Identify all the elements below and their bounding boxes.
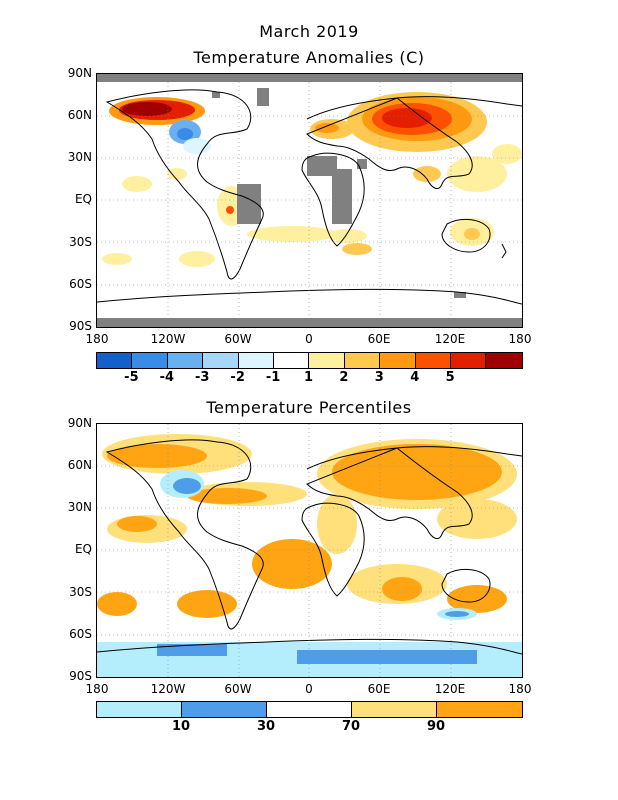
colorbar-swatch (437, 702, 522, 717)
y-tick-label: EQ (74, 192, 92, 206)
anomaly-map (96, 73, 523, 328)
coastlines (97, 89, 522, 305)
missing-data (212, 88, 466, 298)
x-tick-label: 180 (85, 332, 109, 346)
colorbar-swatch (238, 353, 275, 368)
y-tick-label: 30S (69, 235, 92, 249)
x-tick-label: 120E (434, 682, 466, 696)
percentile-map (96, 423, 523, 678)
y-tick-label: 60S (69, 277, 92, 291)
x-tick-label: 180 (508, 332, 532, 346)
colorbar-label: 2 (339, 370, 349, 385)
y-tick-label: 30N (67, 500, 92, 514)
y-tick-label: 60N (67, 458, 92, 472)
colorbar-swatch (203, 353, 239, 368)
x-tick-label: 120W (150, 332, 186, 346)
colorbar-swatch (132, 353, 168, 368)
colorbar-label: -3 (195, 370, 210, 385)
x-tick-label: 120W (150, 682, 186, 696)
colorbar-swatch (309, 353, 345, 368)
y-tick-label: 30N (67, 150, 92, 164)
anomaly-map-title: Temperature Anomalies (C) (193, 48, 425, 67)
colorbar-label: -5 (124, 370, 139, 385)
colorbar-swatch (182, 702, 267, 717)
colorbar-label: 1 (303, 370, 314, 385)
anomaly-colorbar (96, 352, 523, 369)
x-tick-label: 60W (224, 682, 252, 696)
page-title: March 2019 (259, 22, 359, 41)
colorbar-label: 4 (410, 370, 420, 385)
x-tick-label: 60E (367, 332, 391, 346)
x-tick-label: 0 (305, 332, 313, 346)
y-tick-label: EQ (74, 542, 92, 556)
colorbar-label: 10 (171, 719, 191, 734)
y-tick-label: 30S (69, 585, 92, 599)
colorbar-swatch (415, 353, 452, 368)
colorbar-label: -2 (230, 370, 245, 385)
anomaly-fields (102, 92, 522, 267)
y-tick-label: 60S (69, 627, 92, 641)
colorbar-swatch (267, 702, 352, 717)
colorbar-swatch (451, 353, 487, 368)
colorbar-label: 30 (256, 719, 276, 734)
y-tick-label: 90S (69, 669, 92, 683)
x-tick-label: 60E (367, 682, 391, 696)
colorbar-label: 70 (341, 719, 361, 734)
colorbar-swatch (344, 353, 381, 368)
colorbar-swatch (352, 702, 437, 717)
x-tick-label: 60W (224, 332, 252, 346)
y-tick-label: 90S (69, 319, 92, 333)
y-tick-label: 60N (67, 108, 92, 122)
colorbar-swatch (167, 353, 204, 368)
percentile-colorbar (96, 701, 523, 718)
x-tick-label: 120E (434, 332, 466, 346)
y-tick-label: 90N (67, 66, 92, 80)
percentile-fields (97, 424, 522, 677)
x-tick-label: 180 (508, 682, 532, 696)
colorbar-label: 3 (374, 370, 384, 385)
coastlines (97, 439, 522, 655)
x-tick-label: 0 (305, 682, 313, 696)
colorbar-label: 5 (445, 370, 455, 385)
x-tick-label: 180 (85, 682, 109, 696)
colorbar-swatch (97, 353, 133, 368)
colorbar-label: -1 (265, 370, 281, 385)
colorbar-swatch (97, 702, 182, 717)
colorbar-swatch (274, 353, 310, 368)
percentile-map-title: Temperature Percentiles (206, 398, 412, 417)
colorbar-swatch (486, 353, 522, 368)
y-tick-label: 90N (67, 416, 92, 430)
colorbar-label: -4 (159, 370, 175, 385)
colorbar-label: 90 (426, 719, 446, 734)
colorbar-swatch (380, 353, 416, 368)
